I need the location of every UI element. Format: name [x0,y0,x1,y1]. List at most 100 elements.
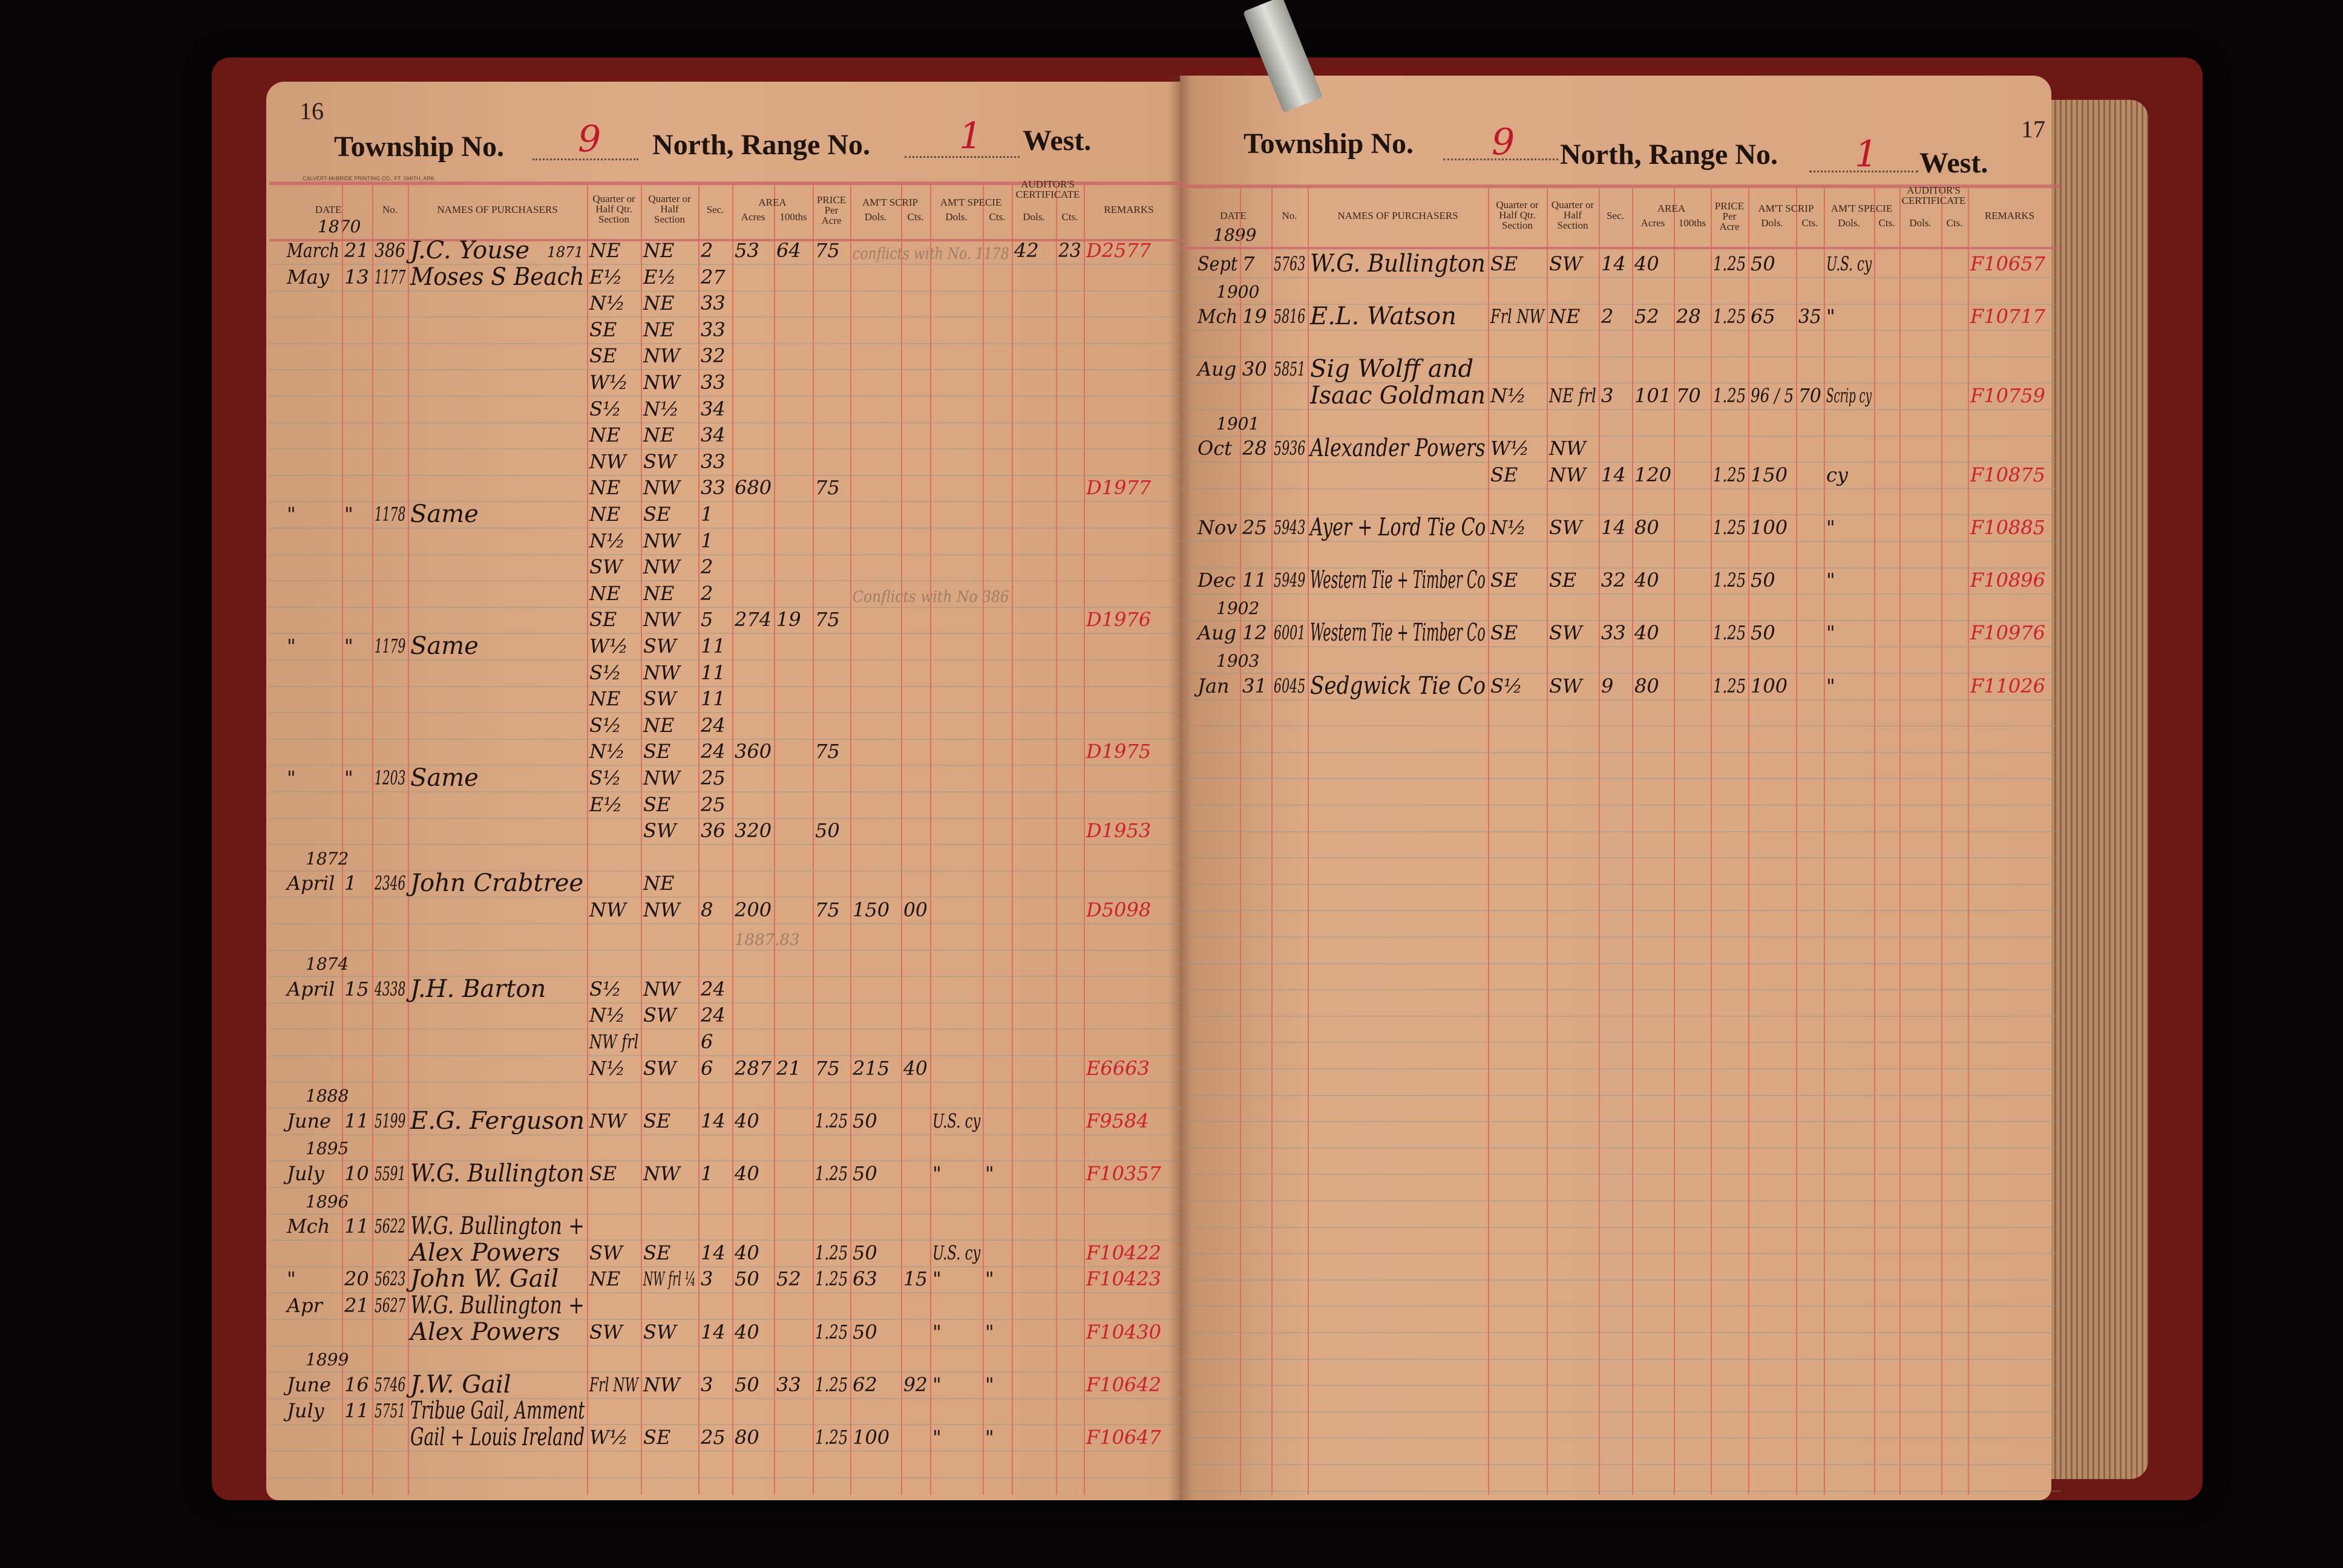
cell-day: 11 [1242,569,1267,592]
cell-specD: U.S. cy [1826,252,1872,275]
cell-half: SW [1549,516,1582,539]
cell-remarks: D1977 [1086,476,1152,499]
cell-day: 10 [344,1162,369,1185]
column-rule [641,185,642,1495]
column-header-acres: Acres [741,211,765,223]
cell-specC: " [985,1321,994,1344]
cell-half: SE [643,740,671,763]
cell-hund: 52 [776,1267,801,1290]
cell-acres: 287 [735,1057,772,1080]
range-value-left: 1 [959,115,983,157]
column-rule [930,185,931,1495]
column-rule [1271,188,1273,1495]
row-rule [269,1451,1183,1452]
cell-qtr: S½ [589,766,621,789]
cell-name: Western Tie + Timber Co [1310,566,1486,594]
column-header-scrip-dols: Dols. [864,211,887,223]
cell-remarks: F10896 [1970,569,2045,592]
column-header-area: AREA [1657,203,1686,214]
column-header-qtr: Quarter or Half Qtr. Section [592,193,635,225]
cell-month: Mch [1198,305,1238,328]
cell-month: Mch [287,1215,330,1238]
cell-day: 28 [1242,437,1267,460]
cell-acres: 120 [1634,463,1672,486]
cell-qtr: NE [589,476,621,499]
column-rule [1824,188,1825,1495]
cell-name: W.G. Bullington + [410,1292,585,1319]
cell-no: 5622 [375,1215,406,1238]
cell-sec: 2 [701,239,713,262]
cell-half: SW [643,819,677,842]
cell-half: E½ [643,266,677,289]
cell-sec: 24 [701,1004,726,1027]
cell-price: 1.25 [815,1162,848,1185]
cell-qtr: SE [589,1162,617,1185]
west-label-right: West. [1919,147,1988,179]
cell-scripC: 40 [903,1057,928,1080]
cell-hund: 28 [1676,305,1701,328]
cell-name: W.G. Bullington [1310,250,1486,278]
column-header-sec: Sec. [1607,210,1624,221]
cell-name: J.H. Barton [410,975,546,1003]
cell-sec: 3 [701,1267,713,1290]
cell-month: Oct [1198,437,1233,460]
cell-name: Same [410,500,479,528]
cell-qtr: NE [589,503,621,526]
row-rule [269,1028,1183,1030]
cell-specD: " [1826,675,1835,697]
year-label: 1902 [1216,598,1260,618]
cell-half: NW [643,1373,680,1396]
row-rule [269,264,1183,265]
cell-name: Gail + Louis Ireland [410,1423,585,1451]
township-value-right: 9 [1492,121,1515,163]
cell-half: SW [643,1321,677,1344]
cell-qtr: W½ [589,371,628,394]
cell-half: NW [643,608,680,631]
cell-qtr: SW [589,555,623,578]
column-rule [901,185,902,1495]
right-page [1180,76,2051,1500]
cell-half: NW [643,661,680,684]
cell-day: 11 [344,1215,369,1238]
row-rule [1180,356,2060,358]
row-rule [269,950,1183,951]
cell-acres: 40 [1634,252,1659,275]
row-rule [269,897,1183,898]
cell-no: 1177 [375,266,406,289]
cell-sec: 2 [1601,305,1614,328]
cell-qtr: NW frl [589,1030,639,1053]
cell-name: John Crabtree [410,869,584,897]
cell-specD: " [932,1267,942,1290]
cell-price: 75 [815,898,840,921]
cell-scripD: 50 [853,1162,877,1185]
cell-price: 1.25 [1713,675,1746,697]
cell-no: 5936 [1274,437,1306,460]
cell-price: 75 [815,476,840,499]
row-rule [269,343,1183,344]
cell-month: " [287,635,296,658]
cell-sec: 14 [701,1241,726,1264]
cell-sec: 11 [701,661,726,684]
row-rule [1180,884,2060,885]
cell-no: 5199 [375,1109,406,1132]
cell-no: 5627 [375,1294,406,1317]
cell-remarks: F10430 [1086,1321,1161,1344]
cell-sec: 25 [701,1426,726,1449]
cell-day: 16 [344,1373,369,1396]
column-rule [342,185,343,1495]
cell-specC: " [985,1162,994,1185]
row-rule [1180,330,2060,331]
column-header-auditor-dols: Dols. [1023,211,1045,223]
cell-price: 1.25 [1713,569,1746,592]
cell-price: 1.25 [815,1426,848,1449]
cell-sec: 8 [701,898,713,921]
row-rule [269,1371,1183,1373]
cell-specD: " [932,1426,942,1449]
header-rule [269,181,1183,185]
cell-name: E.L. Watson [1310,302,1457,330]
column-rule [1968,188,1969,1495]
row-rule [1180,1279,2060,1281]
township-label-left: Township No. [334,131,505,163]
row-rule [269,818,1183,819]
cell-acres: 40 [735,1109,759,1132]
